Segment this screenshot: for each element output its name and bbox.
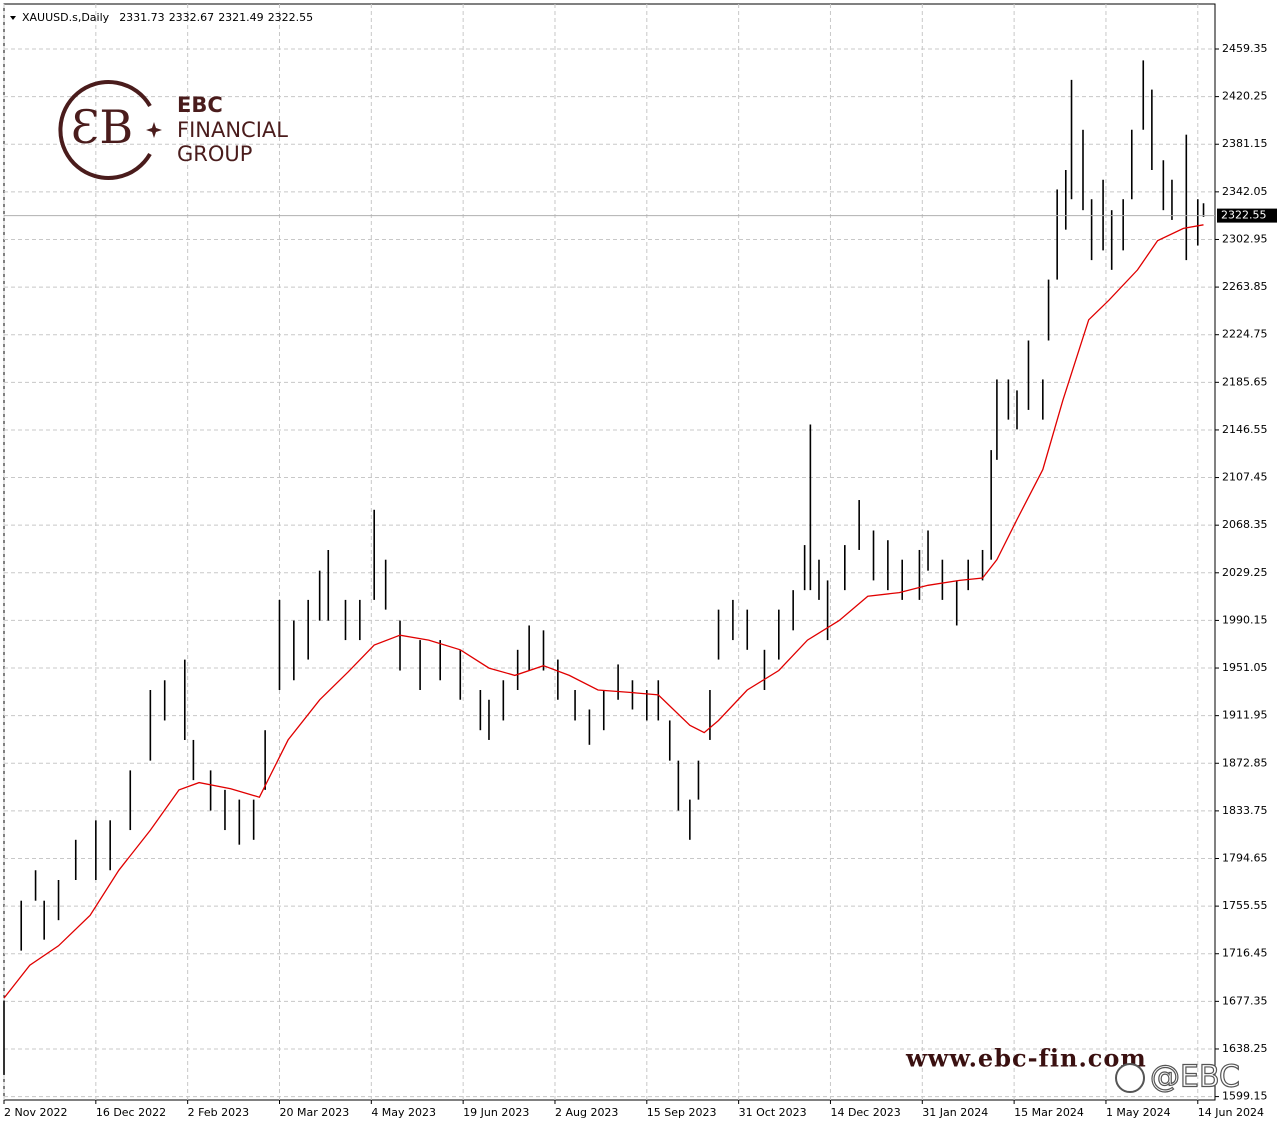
y-tick-label: 2029.25 <box>1222 566 1268 579</box>
x-tick-label: 16 Dec 2022 <box>96 1106 166 1119</box>
x-tick-label: 4 May 2023 <box>371 1106 436 1119</box>
x-tick-label: 19 Jun 2023 <box>463 1106 529 1119</box>
y-tick-label: 1677.35 <box>1222 994 1268 1007</box>
moving-average <box>3 224 1204 999</box>
y-tick-label: 1599.15 <box>1222 1090 1268 1103</box>
watermark-icon <box>1115 1063 1145 1093</box>
y-tick-label: 2107.45 <box>1222 471 1268 484</box>
logo-line: FINANCIAL <box>177 118 288 142</box>
x-tick-label: 1 May 2024 <box>1106 1106 1171 1119</box>
logo-star <box>146 122 162 138</box>
x-tick-label: 2 Feb 2023 <box>188 1106 249 1119</box>
x-tick-label: 31 Jan 2024 <box>922 1106 988 1119</box>
y-tick-label: 1755.55 <box>1222 899 1268 912</box>
y-tick-label: 2459.35 <box>1222 42 1268 55</box>
y-tick-label: 2302.95 <box>1222 232 1268 245</box>
logo-line: EBC <box>177 93 223 117</box>
header-value: 2332.67 <box>169 11 215 24</box>
watermark-url: www.ebc-fin.com <box>905 1044 1147 1073</box>
grid <box>3 4 1215 1100</box>
y-tick-label: 1638.25 <box>1222 1042 1268 1055</box>
x-tick-label: 14 Dec 2023 <box>830 1106 900 1119</box>
y-tick-label: 2146.55 <box>1222 423 1268 436</box>
header-value: 2331.73 <box>119 11 165 24</box>
header: XAUUSD.s,Daily 2331.73 2332.67 2321.49 2322.… <box>22 11 313 24</box>
header-arrow <box>10 16 16 20</box>
watermark-handle: @EBC <box>1150 1060 1240 1095</box>
x-tick-label: 31 Oct 2023 <box>739 1106 807 1119</box>
logo-mark: ƐB <box>71 100 133 154</box>
y-tick-label: 1872.85 <box>1222 756 1268 769</box>
y-tick-label: 1951.05 <box>1222 661 1268 674</box>
x-tick-label: 15 Sep 2023 <box>647 1106 717 1119</box>
y-tick-label: 1716.45 <box>1222 947 1268 960</box>
plot-frame <box>3 3 1216 1101</box>
y-tick-label: 2420.25 <box>1222 90 1268 103</box>
logo-ring <box>58 80 152 180</box>
y-tick-label: 1911.95 <box>1222 709 1268 722</box>
logo: ƐB EBC FINANCIAL GROUP <box>58 80 288 180</box>
y-tick-label: 2068.35 <box>1222 518 1268 531</box>
header-value: 2321.49 <box>218 11 264 24</box>
x-tick-label: 14 Jun 2024 <box>1198 1106 1264 1119</box>
last-price-box <box>1217 208 1277 223</box>
marks <box>3 60 1215 1075</box>
x-tick-label: 20 Mar 2023 <box>279 1106 349 1119</box>
x-tick-label: 15 Mar 2024 <box>1014 1106 1084 1119</box>
y-tick-label: 2263.85 <box>1222 280 1268 293</box>
x-tick-label: 2 Aug 2023 <box>555 1106 618 1119</box>
symbol: XAUUSD.s,Daily <box>22 11 110 24</box>
logo-line: GROUP <box>177 142 252 166</box>
y-tick-label: 1833.75 <box>1222 804 1268 817</box>
last-price-label: 2322.55 <box>1221 209 1267 222</box>
y-tick-label: 2224.75 <box>1222 328 1268 341</box>
y-tick-label: 1794.65 <box>1222 852 1268 865</box>
y-tick-label: 2185.65 <box>1222 375 1268 388</box>
x-tick-label: 2 Nov 2022 <box>4 1106 67 1119</box>
y-tick-label: 2381.15 <box>1222 137 1268 150</box>
y-tick-label: 2342.05 <box>1222 185 1268 198</box>
header-value: 2322.55 <box>268 11 314 24</box>
y-tick-label: 1990.15 <box>1222 613 1268 626</box>
